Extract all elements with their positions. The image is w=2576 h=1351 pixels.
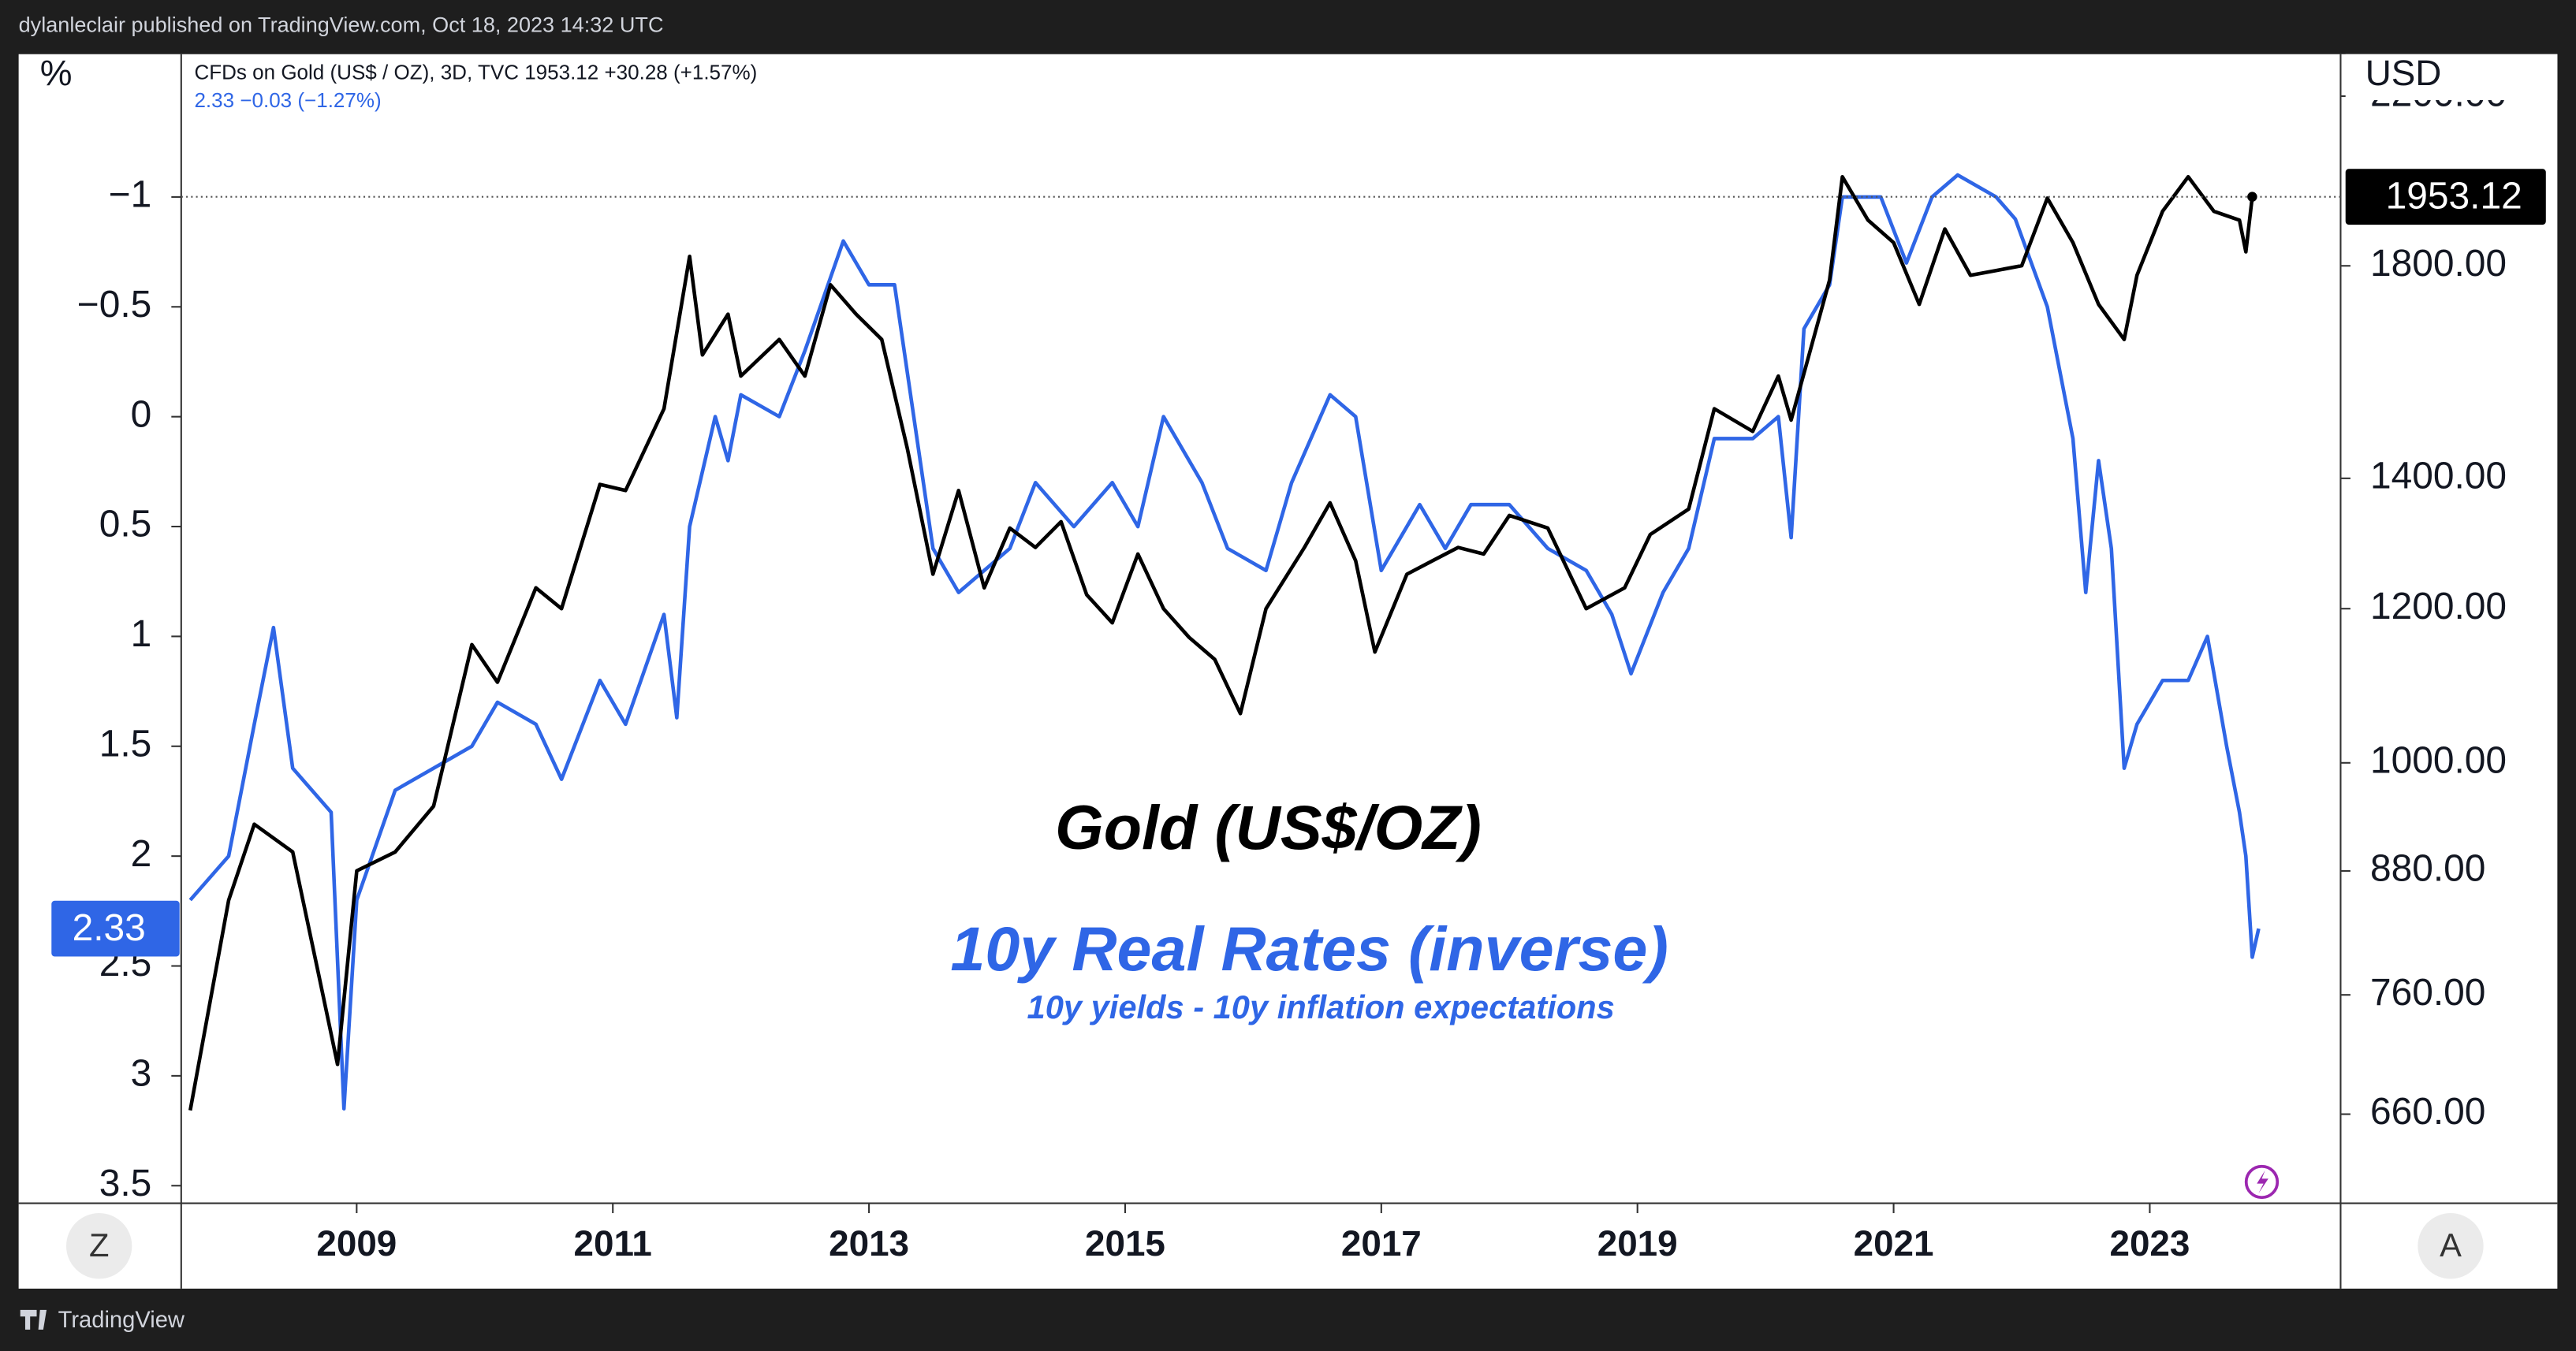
lightning-icon[interactable] (2244, 1164, 2280, 1200)
last-price-badge (2345, 169, 2546, 225)
y-tick-label: 3.5 (99, 1163, 152, 1204)
right-unit: USD (2365, 53, 2442, 93)
auto-button-label[interactable]: A (2440, 1226, 2462, 1264)
y-tick-label: −1 (109, 174, 152, 216)
x-tick-label: 2021 (1854, 1223, 1934, 1264)
y-tick-label: 1.5 (99, 723, 152, 765)
unit-backdrop (2345, 54, 2558, 101)
legend-entry: Gold (US$/OZ) (1055, 792, 1482, 862)
lightning-bolt (2257, 1170, 2268, 1194)
y2-tick-label: 1200.00 (2370, 586, 2507, 627)
published-note: dylanleclair published on TradingView.co… (19, 12, 664, 36)
y-tick-label: 2 (131, 833, 152, 875)
series-line (188, 175, 2254, 1111)
y2-tick-label: 760.00 (2370, 972, 2485, 1014)
y2-tick-label: 1000.00 (2370, 739, 2507, 781)
x-tick-label: 2017 (1341, 1223, 1422, 1264)
last-rate-badge (51, 900, 180, 957)
scale-button[interactable] (66, 1213, 132, 1279)
series-line (188, 173, 2261, 1111)
y-tick-label: −0.5 (77, 284, 152, 326)
plot-area (181, 173, 2341, 1111)
x-tick-label: 2011 (574, 1223, 652, 1264)
y2-tick-label: 1400.00 (2370, 456, 2507, 497)
y-tick-label: 0 (131, 393, 152, 435)
y-tick-label: 0.5 (99, 504, 152, 545)
last-price-label: 1953.12 (2386, 175, 2522, 217)
y2-tick-label: 660.00 (2370, 1091, 2485, 1133)
legend-gold: CFDs on Gold (US$ / OZ), 3D, TVC 1953.12… (194, 61, 757, 84)
brand-name: TradingView (58, 1308, 185, 1333)
y-tick-label: 1 (131, 613, 152, 655)
legend-entry: 10y Real Rates (inverse) (950, 914, 1668, 984)
x-tick-label: 2023 (2109, 1223, 2190, 1264)
x-tick-label: 2009 (316, 1223, 397, 1264)
scale-button-label[interactable]: Z (89, 1226, 109, 1264)
annotation: 10y yields - 10y inflation expectations (1027, 988, 1615, 1025)
y2-tick-label: 880.00 (2370, 848, 2485, 890)
brand-logo (20, 1309, 47, 1330)
auto-button[interactable] (2418, 1213, 2484, 1279)
legend-rates: 2.33 −0.03 (−1.27%) (194, 88, 381, 112)
x-tick-label: 2015 (1085, 1223, 1165, 1264)
left-unit: % (40, 53, 73, 93)
chart-panel (18, 54, 2558, 1289)
last-rate-label: 2.33 (73, 907, 146, 949)
x-tick-label: 2013 (829, 1223, 909, 1264)
y-tick-label: 3 (131, 1053, 152, 1095)
last-price-dot (2247, 192, 2257, 202)
x-tick-label: 2019 (1597, 1223, 1678, 1264)
y2-tick-label: 1800.00 (2370, 243, 2507, 285)
